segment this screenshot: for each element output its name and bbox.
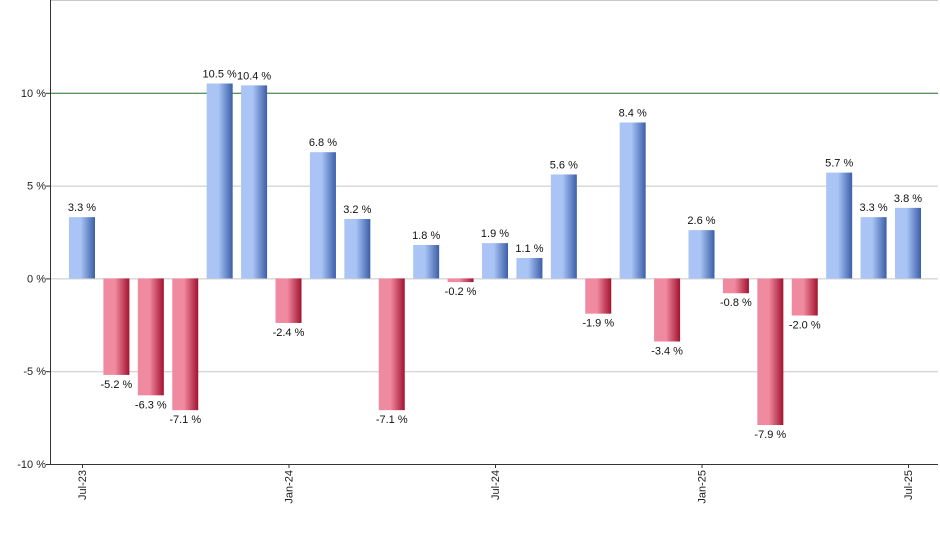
bar-aug-24 (516, 257, 543, 279)
bar-jul-24 (482, 243, 508, 279)
bar-oct-23 (172, 278, 199, 411)
x-tick-label: Jan-25 (697, 470, 709, 504)
bar-feb-24 (309, 152, 336, 279)
bar-feb-25 (722, 278, 749, 294)
data-label-jun-24: -0.2 % (445, 286, 477, 298)
axes: -10 % -5 % 0 % 5 % 10 % Jul-23 Jan-24 Jul-24 Jan… (17, 0, 938, 504)
bar-mar-25 (757, 278, 784, 426)
data-labels: 3.3 %-5.2 %-6.3 %-7.1 %10.5 % 10.4 %-2.4 … (68, 69, 922, 442)
bar-series (69, 83, 921, 426)
bar-jul-23 (69, 217, 95, 279)
bar-mar-24 (344, 219, 371, 279)
bar-apr-25 (791, 278, 818, 316)
data-label-nov-23: 10.5 % (203, 69, 237, 81)
data-label-aug-23: -5.2 % (101, 379, 133, 391)
bar-nov-24 (619, 122, 646, 279)
bar-may-25 (826, 172, 853, 279)
data-label-feb-24: 6.8 % (309, 137, 337, 149)
bar-sep-24 (550, 174, 577, 279)
data-label-dec-24: -3.4 % (651, 346, 683, 358)
x-tick-label: Jan-24 (284, 470, 296, 504)
data-label-may-24: 1.8 % (412, 230, 440, 242)
data-label-aug-24: 1.1 % (515, 243, 543, 255)
data-label-jun-25: 3.3 % (860, 202, 888, 214)
data-label-feb-25: -0.8 % (720, 297, 752, 309)
y-tick-label: 10 % (21, 88, 46, 100)
y-tick-label: 5 % (27, 181, 46, 193)
x-tick-label: Jul-23 (77, 470, 89, 500)
bar-dec-24 (654, 278, 681, 342)
bar-aug-23 (103, 278, 130, 375)
bar-apr-24 (378, 278, 405, 411)
data-label-dec-23: 10.4 % (237, 70, 271, 82)
x-tick-label: Jul-24 (490, 470, 502, 500)
x-tick-label: Jul-25 (903, 470, 915, 500)
data-label-mar-25: -7.9 % (754, 429, 786, 441)
bar-jun-24 (447, 278, 474, 283)
bar-sep-23 (137, 278, 164, 396)
bar-jan-25 (688, 230, 715, 279)
bar-jul-25 (895, 207, 921, 279)
data-label-jan-25: 2.6 % (687, 215, 715, 227)
data-label-jul-25: 3.8 % (894, 193, 922, 205)
bar-jan-24 (275, 278, 302, 323)
data-label-oct-24: -1.9 % (582, 318, 614, 330)
data-label-jul-23: 3.3 % (68, 202, 96, 214)
data-label-jul-24: 1.9 % (481, 228, 509, 240)
data-label-nov-24: 8.4 % (619, 107, 647, 119)
data-label-apr-24: -7.1 % (376, 414, 408, 426)
y-tick-label: 0 % (27, 273, 46, 285)
bar-dec-23 (241, 85, 268, 279)
data-label-sep-24: 5.6 % (550, 159, 578, 171)
data-label-jan-24: -2.4 % (273, 327, 305, 339)
data-label-may-25: 5.7 % (825, 158, 853, 170)
data-label-sep-23: -6.3 % (135, 399, 167, 411)
data-label-mar-24: 3.2 % (343, 204, 371, 216)
bar-nov-23 (206, 83, 233, 279)
bar-jun-25 (860, 217, 887, 279)
data-label-oct-23: -7.1 % (169, 414, 201, 426)
data-label-apr-25: -2.0 % (789, 320, 821, 332)
y-tick-label: -5 % (23, 366, 46, 378)
y-tick-label: -10 % (17, 459, 46, 471)
bar-oct-24 (585, 278, 612, 314)
bar-may-24 (413, 244, 440, 279)
